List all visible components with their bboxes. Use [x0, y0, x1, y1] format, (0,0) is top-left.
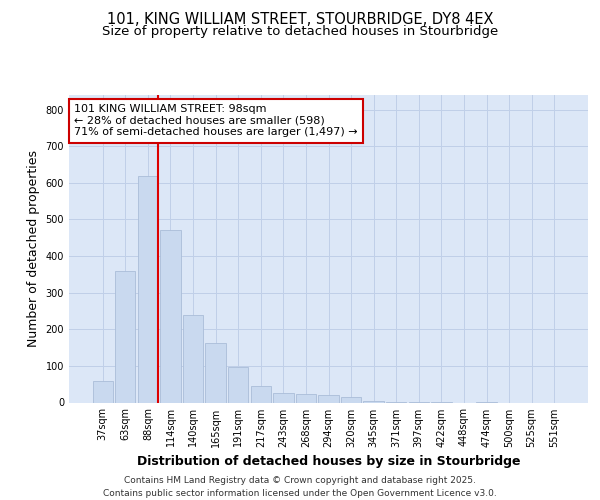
Bar — [341, 397, 361, 402]
Bar — [251, 386, 271, 402]
X-axis label: Distribution of detached houses by size in Stourbridge: Distribution of detached houses by size … — [137, 455, 520, 468]
Text: 101 KING WILLIAM STREET: 98sqm
← 28% of detached houses are smaller (598)
71% of: 101 KING WILLIAM STREET: 98sqm ← 28% of … — [74, 104, 358, 138]
Y-axis label: Number of detached properties: Number of detached properties — [27, 150, 40, 347]
Bar — [296, 394, 316, 402]
Bar — [92, 380, 113, 402]
Bar — [319, 395, 338, 402]
Bar — [273, 394, 293, 402]
Bar — [115, 270, 136, 402]
Text: Size of property relative to detached houses in Stourbridge: Size of property relative to detached ho… — [102, 25, 498, 38]
Bar — [160, 230, 181, 402]
Text: 101, KING WILLIAM STREET, STOURBRIDGE, DY8 4EX: 101, KING WILLIAM STREET, STOURBRIDGE, D… — [107, 12, 493, 28]
Bar — [205, 343, 226, 402]
Text: Contains HM Land Registry data © Crown copyright and database right 2025.
Contai: Contains HM Land Registry data © Crown c… — [103, 476, 497, 498]
Bar — [138, 176, 158, 402]
Bar — [228, 368, 248, 402]
Bar — [183, 316, 203, 402]
Bar — [364, 400, 384, 402]
